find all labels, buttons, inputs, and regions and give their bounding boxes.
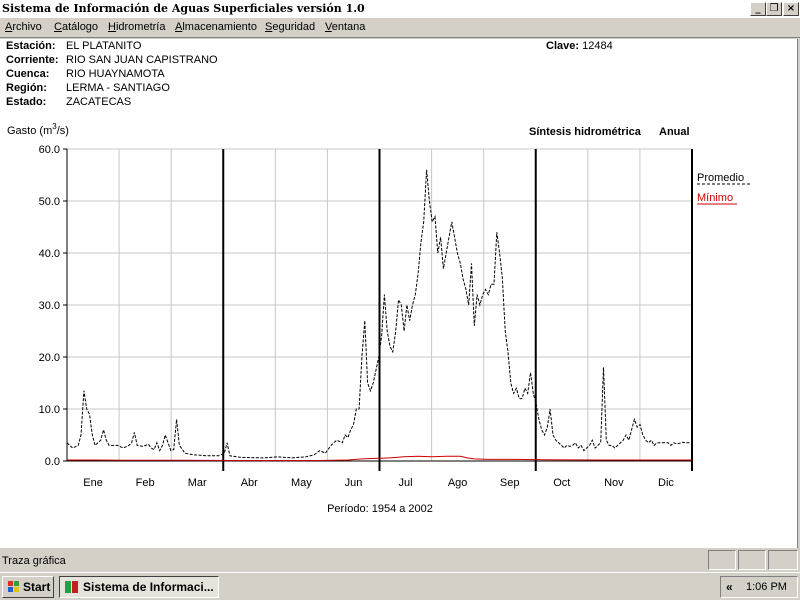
x-tick-labels: Ene Feb Mar Abr May Jun Jul Ago Sep Oct Nov Dic xyxy=(83,477,674,489)
x-tick-label: Abr xyxy=(241,477,258,489)
window-title: Sistema de Información de Aguas Superfic… xyxy=(2,2,365,15)
menu-archivo[interactable]: Archivo xyxy=(5,21,42,33)
status-bar: Traza gráfica xyxy=(0,548,800,572)
y-tick-label: 50.0 xyxy=(39,196,60,208)
y-tick-label: 40.0 xyxy=(39,248,60,260)
period-label: Período: 1954 a 2002 xyxy=(327,503,433,515)
clock: 1:06 PM xyxy=(746,581,787,593)
legend-promedio: Promedio xyxy=(697,172,744,184)
x-tick-label: Dic xyxy=(658,477,674,489)
taskbar: Start Sistema de Informaci... « 1:06 PM xyxy=(0,572,800,600)
x-tick-label: Nov xyxy=(604,477,624,489)
x-tick-label: Jun xyxy=(345,477,363,489)
station-row: Estación: EL PLATANITO xyxy=(6,40,142,52)
y-tick-labels: 60.0 50.0 40.0 30.0 20.0 10.0 0.0 xyxy=(39,144,67,468)
system-tray: « 1:06 PM xyxy=(720,576,798,598)
x-tick-label: Ene xyxy=(83,477,103,489)
discharge-chart: 60.0 50.0 40.0 30.0 20.0 10.0 0.0 Ene Feb Mar Abr… xyxy=(7,122,751,515)
restore-icon: ❐ xyxy=(769,3,779,14)
menu-hidrometria[interactable]: Hidrometría xyxy=(108,21,166,33)
y-axis-label: Gasto (m3/s) xyxy=(7,122,69,137)
legend-minimo: Mínimo xyxy=(697,192,733,204)
minimize-button[interactable]: _ xyxy=(750,2,766,16)
y-tick-label: 20.0 xyxy=(39,352,60,364)
start-button[interactable]: Start xyxy=(2,576,54,598)
legend: Promedio Mínimo xyxy=(697,172,751,205)
x-tick-label: Ago xyxy=(448,477,468,489)
y-tick-label: 30.0 xyxy=(39,300,60,312)
series-line-minimo xyxy=(67,455,692,461)
taskbar-app-button[interactable]: Sistema de Informaci... xyxy=(59,576,219,598)
minimize-icon: _ xyxy=(755,3,761,14)
close-icon: × xyxy=(786,3,796,14)
chart-grid xyxy=(66,148,693,471)
chart-document: Estación: EL PLATANITO Corriente: RIO SAN … xyxy=(0,39,798,548)
x-tick-label: Jul xyxy=(399,477,413,489)
menu-almacenamiento[interactable]: Almacenamiento xyxy=(175,21,257,33)
windows-logo-icon xyxy=(8,581,19,592)
y-tick-label: 10.0 xyxy=(39,404,60,416)
status-text: Traza gráfica xyxy=(2,555,66,567)
clave-field: Clave: 12484 xyxy=(546,40,613,52)
title-bar[interactable]: Sistema de Información de Aguas Superfic… xyxy=(0,0,800,18)
menu-bar: Archivo Catálogo Hidrometría Almacenamie… xyxy=(0,18,800,38)
menu-seguridad[interactable]: Seguridad xyxy=(265,21,316,33)
restore-button[interactable]: ❐ xyxy=(766,2,782,16)
status-panel xyxy=(768,550,798,570)
x-tick-label: Sep xyxy=(500,477,520,489)
y-tick-label: 60.0 xyxy=(39,144,60,156)
series-line-promedio xyxy=(66,169,692,459)
x-tick-label: Mar xyxy=(188,477,207,489)
y-tick-label: 0.0 xyxy=(45,456,60,468)
app-window: Sistema de Información de Aguas Superfic… xyxy=(0,0,800,572)
menu-catalogo[interactable]: Catálogo xyxy=(54,21,99,33)
x-tick-label: Feb xyxy=(136,477,155,489)
region-row: Región: LERMA - SANTIAGO xyxy=(6,82,170,94)
menu-ventana[interactable]: Ventana xyxy=(325,21,366,33)
tray-expand-icon[interactable]: « xyxy=(726,580,733,594)
close-button[interactable]: × xyxy=(783,2,799,16)
x-tick-label: Oct xyxy=(553,477,570,489)
series-lines xyxy=(66,169,692,461)
chart-title: Síntesis hidrométrica xyxy=(529,126,642,138)
app-icon xyxy=(65,581,78,593)
status-panel xyxy=(708,550,736,570)
x-tick-label: May xyxy=(291,477,312,489)
basin-row: Cuenca: RIO HUAYNAMOTA xyxy=(6,68,165,80)
state-row: Estado: ZACATECAS xyxy=(6,96,132,108)
chart-mode: Anual xyxy=(659,126,690,138)
status-panel xyxy=(738,550,766,570)
stream-row: Corriente: RIO SAN JUAN CAPISTRANO xyxy=(6,54,218,66)
